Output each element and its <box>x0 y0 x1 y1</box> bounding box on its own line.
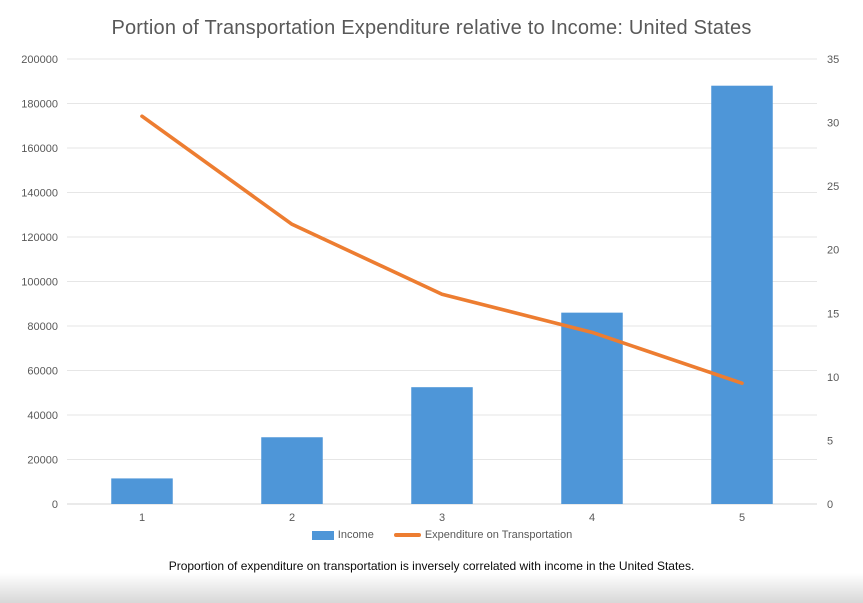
x-axis-category-label: 5 <box>739 512 745 524</box>
right-axis-tick-label: 10 <box>827 372 839 384</box>
x-axis-category-label: 4 <box>589 512 595 524</box>
x-axis-category-label: 3 <box>439 512 445 524</box>
left-axis-tick-label: 80000 <box>27 321 58 333</box>
income-bar <box>561 312 623 504</box>
income-bar <box>261 437 323 504</box>
chart-legend: Income Expenditure on Transportation <box>32 529 852 541</box>
left-axis-tick-label: 140000 <box>21 188 58 200</box>
combo-chart-plot: 0 20000 40000 60000 80000 100000 120000 140000 1… <box>21 54 839 524</box>
income-bar <box>111 478 173 504</box>
left-axis-tick-label: 100000 <box>21 277 58 289</box>
left-axis-tick-label: 40000 <box>27 410 58 422</box>
expenditure-line <box>140 114 744 386</box>
legend-item-income: Income <box>311 529 374 541</box>
left-axis-tick-label: 200000 <box>21 54 58 66</box>
left-axis-tick-label: 120000 <box>21 232 58 244</box>
left-axis-tick-label: 60000 <box>27 366 58 378</box>
right-axis-tick-label: 30 <box>827 118 839 130</box>
right-axis-tick-label: 35 <box>827 54 839 66</box>
income-bar <box>711 85 773 504</box>
legend-item-expenditure: Expenditure on Transportation <box>393 529 573 541</box>
income-bar <box>411 387 473 504</box>
x-axis-category-label: 1 <box>139 512 145 524</box>
right-axis-tick-label: 15 <box>827 308 839 320</box>
income-bar-swatch-icon <box>311 530 334 540</box>
left-axis-tick-label: 160000 <box>21 143 58 155</box>
right-axis-tick-label: 20 <box>827 245 839 257</box>
right-axis-tick-label: 5 <box>827 435 833 447</box>
right-axis-tick-label: 25 <box>827 181 839 193</box>
expenditure-line-swatch-icon <box>393 533 421 537</box>
legend-label-expenditure: Expenditure on Transportation <box>424 529 573 541</box>
x-axis-category-label: 2 <box>289 512 295 524</box>
chart-caption: Proportion of expenditure on transportat… <box>168 559 695 573</box>
left-axis-tick-label: 0 <box>52 499 58 511</box>
left-axis-tick-label: 180000 <box>21 99 58 111</box>
right-axis-tick-label: 0 <box>827 499 833 511</box>
bottom-fade-shadow <box>0 573 863 603</box>
legend-label-income: Income <box>337 529 374 541</box>
chart-title: Portion of Transportation Expenditure re… <box>111 17 752 39</box>
left-axis-tick-label: 20000 <box>27 455 58 467</box>
